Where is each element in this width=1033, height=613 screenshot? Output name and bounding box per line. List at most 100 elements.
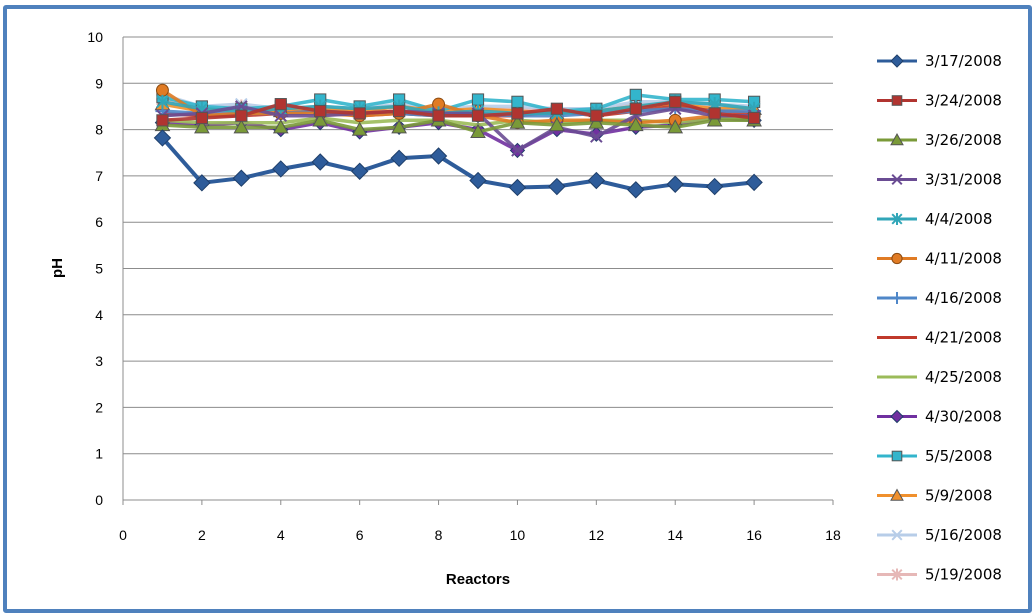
legend-item: 3/24/2008 (877, 92, 1002, 110)
x-tick-label: 0 (119, 527, 127, 543)
legend-item: 5/9/2008 (877, 487, 992, 505)
series-line (160, 136, 755, 192)
legend-label: 4/4/2008 (925, 210, 992, 228)
data-point (550, 102, 563, 115)
data-point (511, 144, 524, 157)
legend-item: 4/4/2008 (877, 210, 992, 228)
legend-marker (891, 292, 903, 304)
data-point (274, 109, 288, 123)
data-point (193, 174, 211, 192)
legend-item: 4/30/2008 (877, 408, 1002, 426)
x-tick-label: 8 (435, 527, 443, 543)
data-point (235, 109, 248, 122)
x-tick-label: 16 (746, 527, 762, 543)
data-point (666, 175, 684, 193)
y-tick-label: 10 (87, 29, 103, 45)
x-tick-label: 18 (825, 527, 841, 543)
legend-label: 4/25/2008 (925, 368, 1002, 386)
legend-label: 3/26/2008 (925, 131, 1002, 149)
legend-label: 3/31/2008 (925, 171, 1002, 189)
legend-label: 5/5/2008 (925, 447, 992, 465)
data-point (195, 111, 208, 125)
data-point (705, 177, 724, 196)
legend-marker (891, 568, 903, 581)
data-point (393, 104, 406, 118)
data-point (667, 119, 684, 134)
x-axis-title: Reactors (446, 571, 510, 588)
data-point (155, 83, 169, 97)
data-point (351, 121, 368, 136)
y-tick-label: 2 (95, 399, 103, 415)
y-tick-label: 5 (95, 261, 103, 277)
data-point (511, 107, 524, 120)
data-point (548, 177, 566, 196)
data-point (314, 104, 327, 118)
data-point (274, 98, 287, 111)
x-tick-label: 10 (510, 527, 526, 543)
series-line (162, 118, 755, 134)
data-point (706, 112, 723, 127)
legend-item: 4/25/2008 (877, 368, 1002, 386)
legend-marker (891, 173, 903, 186)
legend-item: 5/19/2008 (877, 566, 1002, 584)
y-tick-label: 4 (95, 307, 103, 323)
series-line (162, 100, 755, 123)
y-tick-label: 0 (95, 492, 103, 508)
legend-marker (890, 54, 904, 68)
data-point (588, 114, 605, 129)
series-3-24-2008 (156, 95, 761, 127)
data-point (312, 112, 329, 127)
data-point (509, 114, 526, 129)
data-point (233, 119, 250, 134)
data-point (153, 129, 172, 147)
legend-item: 3/17/2008 (877, 52, 1002, 70)
data-point (311, 153, 329, 171)
y-tick-label: 9 (95, 75, 103, 91)
data-point (350, 162, 369, 180)
legend-item: 4/21/2008 (877, 329, 1002, 347)
data-point (471, 93, 485, 106)
data-point (469, 171, 487, 190)
legend-marker (890, 488, 904, 501)
data-point (156, 114, 169, 127)
legend-item: 4/16/2008 (877, 289, 1002, 307)
data-point (508, 178, 527, 197)
y-tick-label: 8 (95, 122, 103, 138)
series-3-17-2008 (153, 129, 763, 199)
data-point (708, 107, 721, 120)
data-point (272, 160, 290, 178)
data-point (587, 171, 606, 190)
legend-label: 4/16/2008 (925, 289, 1002, 307)
data-point (629, 88, 642, 101)
data-point (549, 116, 565, 132)
data-point (232, 169, 251, 187)
series-lines (153, 83, 763, 199)
legend: 3/17/2008 3/24/2008 3/26/2008 3/31/2008 4/4/… (877, 52, 1002, 584)
data-point (432, 109, 445, 122)
series-line (162, 93, 755, 113)
data-point (748, 111, 761, 125)
legend-label: 5/9/2008 (925, 487, 992, 505)
data-point (194, 119, 210, 134)
x-tick-label: 12 (589, 527, 605, 543)
legend-marker (891, 450, 903, 462)
data-point (511, 95, 524, 108)
y-tick-label: 6 (95, 214, 103, 230)
legend-marker (891, 213, 903, 225)
data-point (669, 95, 682, 108)
y-tick-label: 7 (95, 168, 103, 184)
legend-label: 5/19/2008 (925, 566, 1002, 584)
y-tick-label: 1 (95, 446, 103, 462)
data-point (627, 116, 644, 132)
data-point (627, 181, 645, 199)
y-axis-title: pH (49, 258, 66, 278)
data-point (745, 173, 763, 192)
legend-label: 4/11/2008 (925, 250, 1002, 268)
data-point (156, 94, 169, 109)
data-point (590, 109, 603, 122)
legend-item: 3/26/2008 (877, 131, 1002, 149)
y-tick-label: 3 (95, 353, 103, 369)
data-point (471, 109, 485, 122)
